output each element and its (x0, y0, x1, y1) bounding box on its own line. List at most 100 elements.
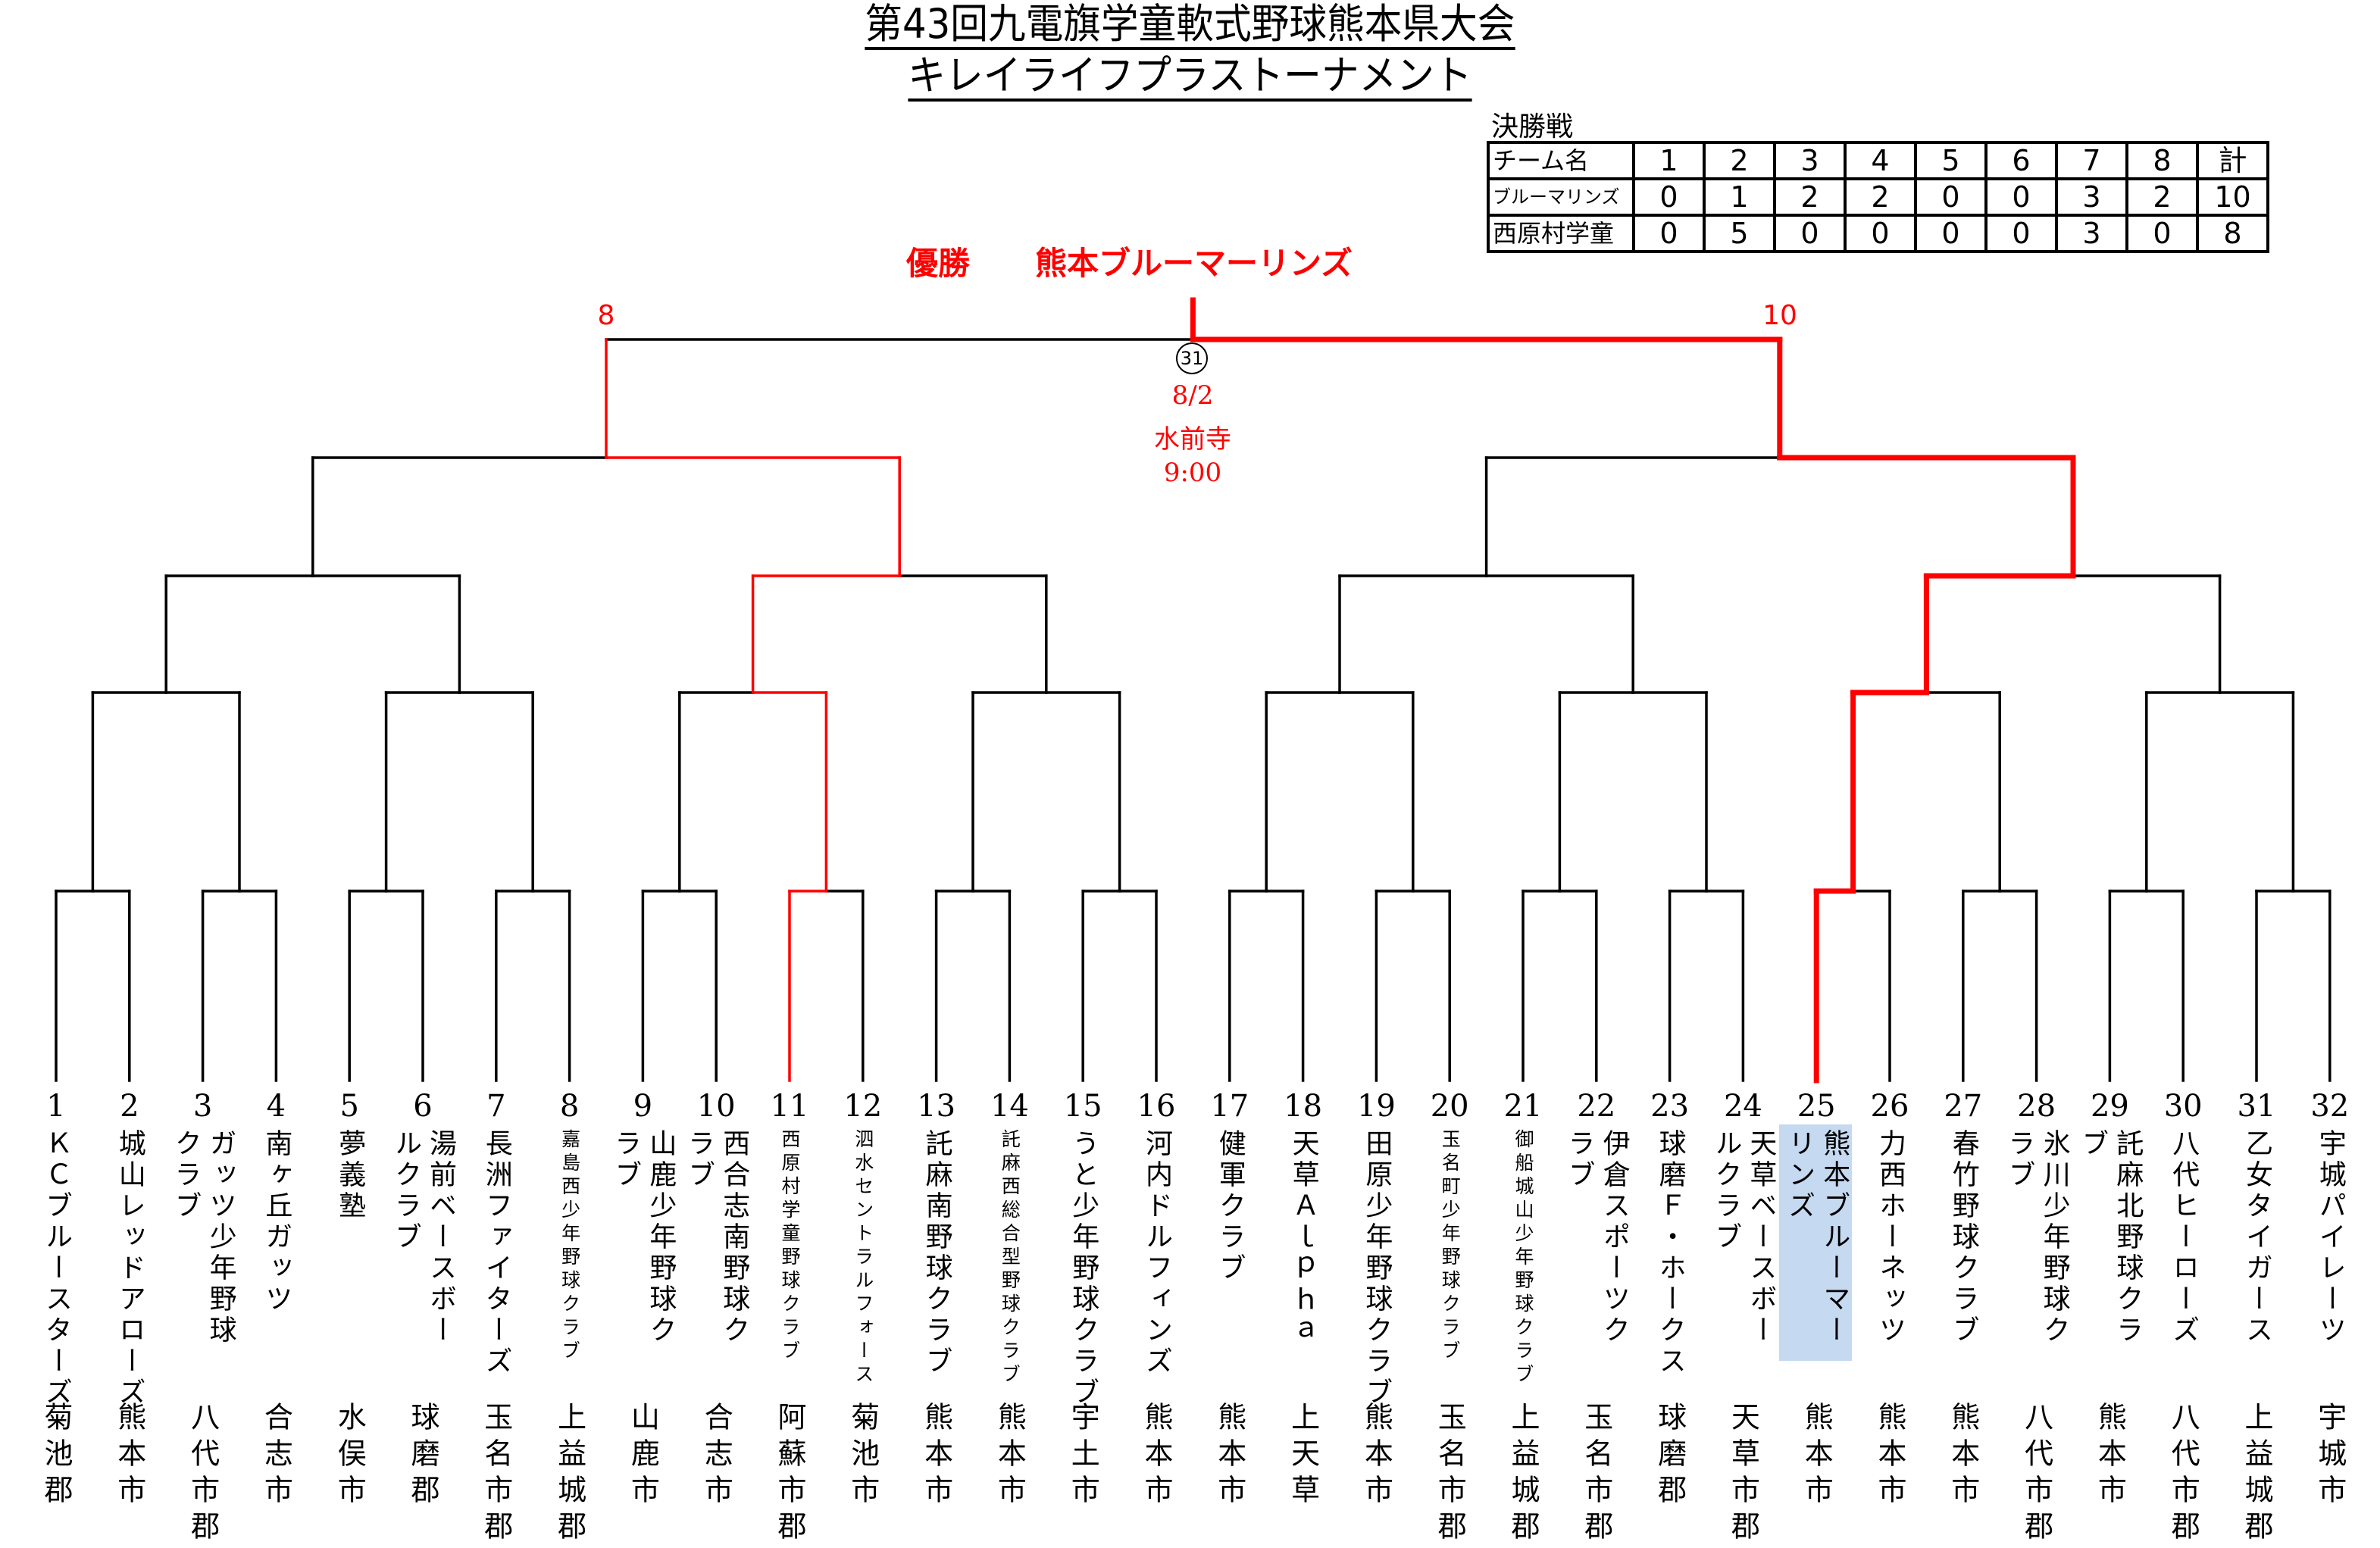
team-number: 14 (990, 1089, 1029, 1124)
team-name: 球磨Ｆ・ホークス (1654, 1129, 1686, 1378)
team-name: 託麻西総合型野球クラブ (999, 1129, 1021, 1387)
team-entry: 伊倉スポーツク ラブ (1547, 1129, 1646, 1371)
team-number: 23 (1650, 1089, 1690, 1124)
team-region: 合志市 (259, 1402, 293, 1511)
team-region: 菊池郡 (39, 1402, 73, 1511)
team-region: 上天草 (1286, 1402, 1320, 1511)
header-cell: 4 (1844, 141, 1917, 180)
team-name: 泗水セントラルフォース (852, 1129, 874, 1387)
team-region: 玉名市郡 (479, 1402, 513, 1547)
header-cell: 8 (2125, 141, 2199, 180)
team-number: 11 (770, 1089, 809, 1124)
team-number: 13 (917, 1089, 956, 1124)
team-number: 24 (1723, 1089, 1762, 1124)
team-region: 熊本市 (1359, 1402, 1393, 1511)
score-cell: 0 (1984, 214, 2058, 253)
team-region: 球磨郡 (406, 1402, 439, 1511)
team-name: 湯前ベースボー ルクラブ (390, 1129, 456, 1346)
team-region: 熊本市 (2093, 1402, 2127, 1511)
team-entry: 力西ホーネッツ (1841, 1129, 1939, 1371)
score-cell: 0 (1632, 177, 1706, 217)
score-cell: 2 (1773, 177, 1847, 217)
team-name: 天草Ａｌｐｈａ (1287, 1129, 1319, 1346)
final-venue: 水前寺 (1154, 424, 1231, 455)
team-entry: 託麻南野球クラブ (887, 1129, 986, 1378)
final-scoreboard: チーム名 1 2 3 4 5 6 7 8 計ブルーマリンズ 0 1 2 2 0 0 3 2 10 西原村学童 0 5 0 0 0… (1487, 141, 2269, 253)
team-name: 伊倉スポーツク ラブ (1563, 1129, 1630, 1346)
score-cell: 0 (1632, 214, 1706, 253)
team-name: 田原少年野球クラブ (1361, 1129, 1393, 1409)
team-name: うと少年野球クラブ (1068, 1129, 1099, 1409)
team-number: 18 (1284, 1089, 1323, 1124)
team-entry: 夢義塾 (300, 1129, 399, 1371)
score-cell: 0 (2125, 214, 2199, 253)
team-name: 託麻北野球クラ ブ (2077, 1129, 2144, 1346)
team-name: ＫＣブルースターズ (41, 1129, 72, 1409)
team-entry: 山鹿少年野球ク ラブ (593, 1129, 692, 1371)
team-number: 16 (1137, 1089, 1176, 1124)
team-entry: 天草ベースボー ルクラブ (1694, 1129, 1792, 1371)
header-cell: 2 (1703, 141, 1776, 180)
team-name: ガッツ少年野球 クラブ (170, 1129, 236, 1346)
team-entry: ガッツ少年野球 クラブ (154, 1129, 252, 1371)
team-name: 宇城パイレーツ (2314, 1129, 2346, 1346)
team-name: 嘉島西少年野球クラブ (558, 1129, 581, 1364)
header-cell: 計 (2196, 141, 2269, 180)
team-region: 熊本市 (112, 1402, 146, 1511)
scoreboard-header: チーム名 1 2 3 4 5 6 7 8 計 (1487, 141, 2269, 180)
score-cell: 3 (2055, 214, 2128, 253)
team-name: 玉名町少年野球クラブ (1439, 1129, 1462, 1364)
team-name: 八代ヒーローズ (2168, 1129, 2200, 1346)
team-entry: ＫＣブルースターズ (7, 1129, 105, 1409)
final-left-score: 8 (597, 300, 615, 331)
team-number: 7 (486, 1089, 506, 1124)
team-entry: 玉名町少年野球クラブ (1400, 1129, 1499, 1371)
team-number: 15 (1063, 1089, 1102, 1124)
team-region: 八代市郡 (2166, 1402, 2200, 1547)
score-cell: 8 (2196, 214, 2269, 253)
team-entry: 託麻北野球クラ ブ (2060, 1129, 2159, 1371)
team-name: 健軍クラブ (1214, 1129, 1246, 1284)
team-region: 八代市郡 (186, 1402, 220, 1547)
team-number: 6 (413, 1089, 433, 1124)
team-name: 力西ホーネッツ (1875, 1129, 1906, 1346)
team-number: 4 (266, 1089, 286, 1124)
team-name: 南ヶ丘ガッツ (261, 1129, 292, 1315)
final-date: 8/2 (1171, 380, 1214, 411)
team-number: 29 (2090, 1089, 2129, 1124)
team-name: 託麻南野球クラブ (921, 1129, 952, 1378)
header-cell: 5 (1914, 141, 1988, 180)
team-name: 西合志南野球ク ラブ (683, 1129, 750, 1346)
final-time: 9:00 (1163, 458, 1222, 488)
team-entry: 熊本ブルーマー リンズ (1767, 1129, 1866, 1371)
scoreboard-caption: 決勝戦 (1491, 111, 1574, 142)
tournament-title: 第43回九電旗学童軟式野球熊本県大会 (0, 2, 2380, 50)
team-region: 熊本市 (1212, 1402, 1246, 1511)
champion-highlight-box (1779, 1124, 1852, 1361)
team-region: 熊本市 (1800, 1402, 1834, 1511)
team-number: 2 (120, 1089, 139, 1124)
score-cell: 0 (1773, 214, 1847, 253)
team-number: 10 (696, 1089, 736, 1124)
title-line-2: キレイライフプラストーナメント (908, 53, 1472, 102)
team-entry: 城山レッドアローズ (80, 1129, 179, 1409)
team-region: 玉名市郡 (1579, 1402, 1613, 1547)
team-name: 熊本ブルーマー リンズ (1784, 1129, 1850, 1346)
team-entry: 宇城パイレーツ (2281, 1129, 2379, 1371)
team-number: 1 (46, 1089, 66, 1124)
header-cell: 7 (2055, 141, 2128, 180)
header-cell: 1 (1632, 141, 1706, 180)
final-right-score: 10 (1762, 300, 1797, 331)
team-entry: 乙女タイガース (2207, 1129, 2306, 1371)
team-region: 阿蘇市郡 (773, 1402, 806, 1547)
team-region: 熊本市 (919, 1402, 953, 1511)
team-entry: うと少年野球クラブ (1034, 1129, 1132, 1409)
team-number: 32 (2310, 1089, 2350, 1124)
team-region: 上益城郡 (552, 1402, 586, 1547)
score-cell: 0 (1914, 177, 1988, 217)
champion-label: 優勝 (906, 245, 971, 282)
team-name: 乙女タイガース (2241, 1129, 2272, 1346)
champion-banner: 優勝 熊本ブルーマーリンズ (906, 238, 1353, 284)
title-line-1: 第43回九電旗学童軟式野球熊本県大会 (865, 2, 1515, 50)
team-entry: 泗水セントラルフォース (814, 1129, 912, 1387)
